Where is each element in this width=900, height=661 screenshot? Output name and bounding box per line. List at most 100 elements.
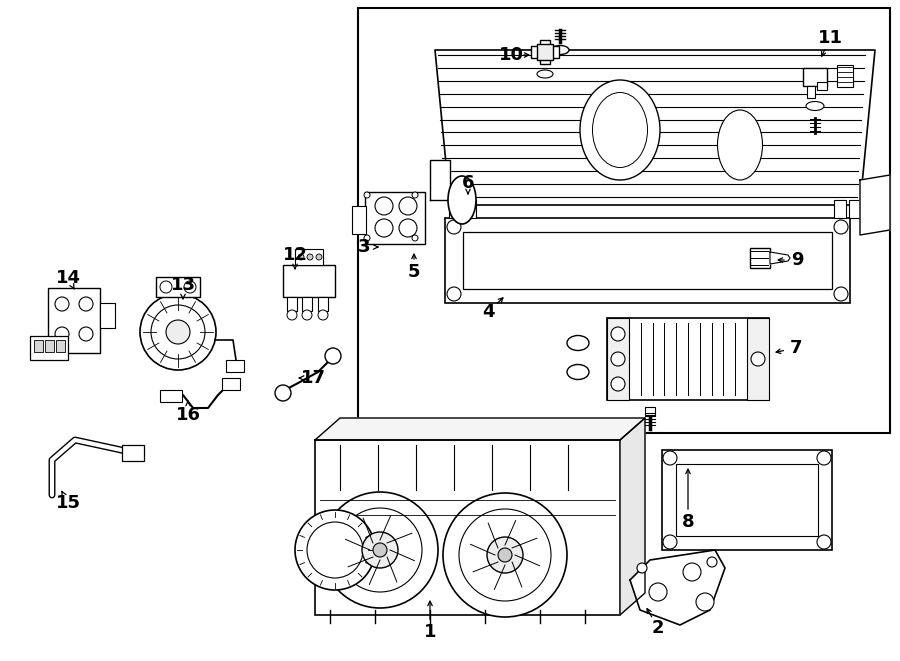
Text: 9: 9: [791, 251, 803, 269]
Text: 11: 11: [817, 29, 842, 47]
Ellipse shape: [448, 176, 476, 224]
Circle shape: [287, 310, 297, 320]
Circle shape: [275, 385, 291, 401]
Circle shape: [298, 254, 304, 260]
Circle shape: [707, 557, 717, 567]
Bar: [750, 248, 770, 268]
Bar: [287, 297, 297, 311]
Circle shape: [362, 532, 398, 568]
Text: 15: 15: [56, 494, 80, 512]
Circle shape: [140, 294, 216, 370]
Bar: [226, 360, 244, 372]
Bar: [56, 340, 65, 352]
Circle shape: [459, 509, 551, 601]
Polygon shape: [430, 160, 450, 200]
Ellipse shape: [567, 336, 589, 350]
Circle shape: [295, 510, 375, 590]
Bar: [45, 340, 54, 352]
Text: 17: 17: [301, 369, 326, 387]
Circle shape: [611, 352, 625, 366]
Circle shape: [412, 192, 418, 198]
Ellipse shape: [567, 364, 589, 379]
Circle shape: [649, 583, 667, 601]
Bar: [358, 8, 890, 433]
Text: 1: 1: [424, 623, 436, 641]
Circle shape: [55, 297, 69, 311]
Bar: [295, 249, 323, 265]
Circle shape: [151, 305, 205, 359]
Bar: [122, 445, 144, 461]
Polygon shape: [620, 418, 645, 615]
Bar: [283, 265, 335, 297]
Circle shape: [817, 451, 831, 465]
Circle shape: [166, 320, 190, 344]
Circle shape: [375, 219, 393, 237]
Bar: [531, 46, 559, 58]
Bar: [352, 206, 366, 234]
Circle shape: [443, 493, 567, 617]
Circle shape: [663, 535, 677, 549]
Polygon shape: [860, 175, 890, 235]
Ellipse shape: [717, 110, 762, 180]
Text: 5: 5: [408, 263, 420, 281]
Bar: [803, 68, 827, 86]
Bar: [318, 297, 328, 311]
Circle shape: [184, 281, 196, 293]
Circle shape: [751, 352, 765, 366]
Bar: [537, 44, 553, 60]
Bar: [607, 318, 769, 400]
Bar: [607, 318, 629, 400]
Ellipse shape: [592, 93, 647, 167]
Circle shape: [834, 220, 848, 234]
Bar: [837, 65, 853, 87]
Bar: [315, 440, 620, 615]
Circle shape: [399, 197, 417, 215]
Bar: [34, 340, 43, 352]
Circle shape: [364, 235, 370, 241]
Bar: [849, 200, 861, 218]
Circle shape: [364, 192, 370, 198]
Bar: [645, 407, 655, 415]
Bar: [834, 200, 846, 218]
Circle shape: [834, 287, 848, 301]
Circle shape: [637, 563, 647, 573]
Circle shape: [447, 220, 461, 234]
Bar: [302, 297, 312, 311]
Circle shape: [318, 310, 328, 320]
Polygon shape: [770, 252, 790, 264]
Circle shape: [307, 522, 363, 578]
Circle shape: [696, 593, 714, 611]
Circle shape: [322, 492, 438, 608]
Text: 16: 16: [176, 406, 201, 424]
Text: 14: 14: [56, 269, 80, 287]
Bar: [100, 303, 115, 328]
Bar: [807, 86, 815, 98]
Bar: [540, 40, 550, 64]
Text: 8: 8: [681, 513, 694, 531]
Circle shape: [325, 348, 341, 364]
Polygon shape: [435, 50, 875, 205]
Circle shape: [683, 563, 701, 581]
Bar: [156, 277, 200, 297]
Circle shape: [487, 537, 523, 573]
Bar: [747, 318, 769, 400]
Circle shape: [447, 287, 461, 301]
Bar: [662, 450, 832, 550]
Text: 7: 7: [790, 339, 802, 357]
Circle shape: [338, 508, 422, 592]
Bar: [445, 218, 850, 303]
Text: 3: 3: [358, 238, 370, 256]
Ellipse shape: [806, 102, 824, 110]
Circle shape: [302, 310, 312, 320]
Circle shape: [611, 377, 625, 391]
Polygon shape: [630, 550, 725, 625]
Polygon shape: [315, 418, 645, 440]
Bar: [48, 288, 100, 353]
Circle shape: [373, 543, 387, 557]
Circle shape: [160, 281, 172, 293]
Circle shape: [316, 254, 322, 260]
Bar: [222, 378, 240, 390]
Bar: [463, 232, 832, 289]
Text: 2: 2: [652, 619, 664, 637]
Circle shape: [611, 327, 625, 341]
